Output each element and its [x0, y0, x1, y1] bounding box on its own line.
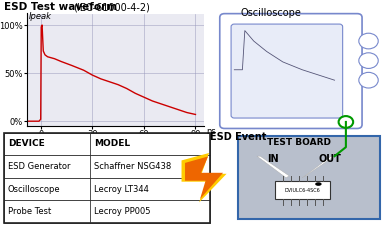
- Bar: [4, 133, 210, 155]
- Text: Lecroy LT344: Lecroy LT344: [94, 184, 149, 194]
- Text: Lecroy PP005: Lecroy PP005: [94, 207, 151, 216]
- Text: ESD Event: ESD Event: [210, 132, 266, 142]
- Text: ns: ns: [206, 127, 216, 136]
- FancyBboxPatch shape: [231, 24, 343, 118]
- Text: ESD Test waveform: ESD Test waveform: [4, 2, 117, 12]
- Text: TEST BOARD: TEST BOARD: [267, 138, 331, 147]
- Circle shape: [359, 53, 378, 68]
- Bar: [238, 136, 380, 219]
- Circle shape: [315, 182, 321, 186]
- Text: Oscilloscope: Oscilloscope: [8, 184, 60, 194]
- Text: (IEC-61000-4-2): (IEC-61000-4-2): [73, 2, 150, 12]
- Text: Probe Test: Probe Test: [8, 207, 51, 216]
- Text: Ipeak: Ipeak: [29, 12, 52, 21]
- Circle shape: [359, 33, 378, 49]
- Polygon shape: [257, 156, 289, 178]
- Text: OUT: OUT: [318, 154, 341, 164]
- FancyBboxPatch shape: [220, 14, 362, 128]
- Bar: [275, 181, 330, 199]
- Circle shape: [359, 72, 378, 88]
- Text: Oscilloscope: Oscilloscope: [241, 8, 302, 18]
- Text: DEVICE: DEVICE: [8, 140, 45, 148]
- Text: ESD Generator: ESD Generator: [8, 162, 70, 171]
- Text: DVIULC6-4SC6: DVIULC6-4SC6: [285, 188, 320, 193]
- Polygon shape: [302, 156, 335, 178]
- Polygon shape: [182, 153, 226, 202]
- Bar: [4, 155, 210, 178]
- Text: Schaffner NSG438: Schaffner NSG438: [94, 162, 172, 171]
- Bar: [4, 200, 210, 223]
- Bar: [4, 178, 210, 200]
- Polygon shape: [185, 156, 223, 199]
- Text: MODEL: MODEL: [94, 140, 131, 148]
- Circle shape: [338, 116, 353, 128]
- Text: IN: IN: [267, 154, 278, 164]
